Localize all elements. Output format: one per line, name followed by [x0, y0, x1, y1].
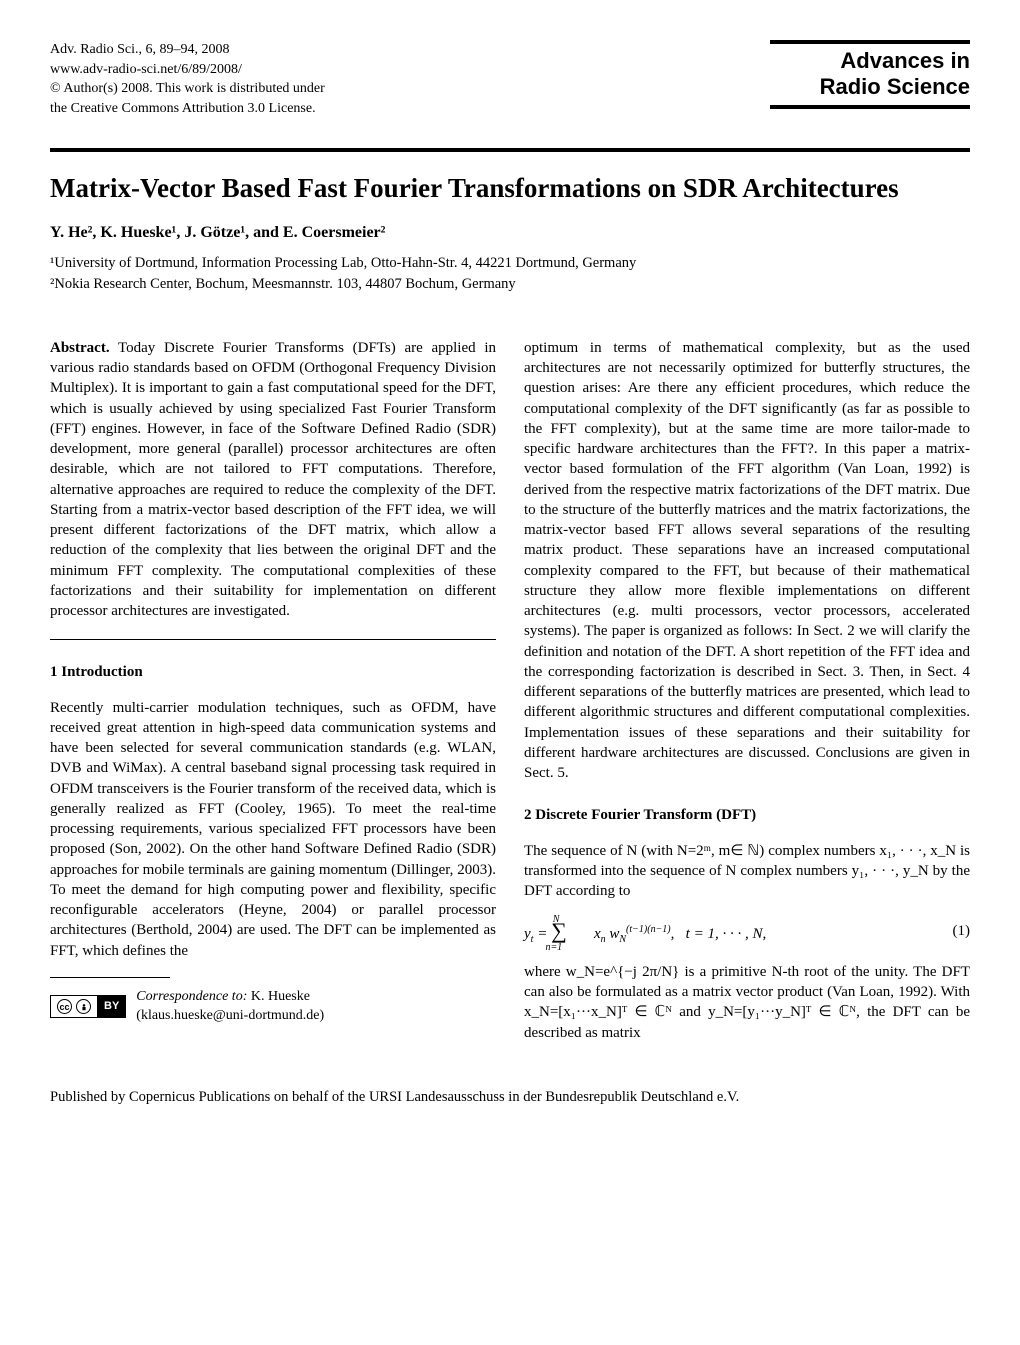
section-2-p1: The sequence of N (with N=2ᵐ, m∈ ℕ) comp… — [524, 841, 970, 902]
header-left: Adv. Radio Sci., 6, 89–94, 2008 www.adv-… — [50, 40, 325, 118]
abstract-text: Today Discrete Fourier Transforms (DFTs)… — [50, 340, 496, 619]
journal-reference: Adv. Radio Sci., 6, 89–94, 2008 — [50, 40, 325, 60]
affiliation-1: ¹University of Dortmund, Information Pro… — [50, 254, 970, 274]
masthead-line2: Radio Science — [770, 74, 970, 100]
masthead-line1: Advances in — [770, 48, 970, 74]
footnote-rule — [50, 977, 170, 978]
cc-license-badge: cc BY — [50, 995, 126, 1018]
left-column: Abstract. Today Discrete Fourier Transfo… — [50, 323, 496, 1058]
correspondence-label: Correspondence to: — [136, 989, 247, 1004]
cc-badge-left: cc — [51, 996, 98, 1017]
equation-1-number: (1) — [953, 921, 971, 941]
by-person-icon — [76, 999, 91, 1014]
page-footer: Published by Copernicus Publications on … — [50, 1088, 970, 1108]
abstract-separator — [50, 639, 496, 640]
journal-url: www.adv-radio-sci.net/6/89/2008/ — [50, 60, 325, 80]
header-right: Advances in Radio Science — [770, 40, 970, 109]
correspondence-email: (klaus.hueske@uni-dortmund.de) — [136, 1008, 324, 1023]
title-rule — [50, 148, 970, 152]
two-column-body: Abstract. Today Discrete Fourier Transfo… — [50, 323, 970, 1058]
abstract-label: Abstract. — [50, 340, 110, 356]
section-1-heading: 1 Introduction — [50, 662, 496, 682]
right-column: optimum in terms of mathematical complex… — [524, 323, 970, 1058]
masthead-rule-top — [770, 40, 970, 44]
section-2-p2: where w_N=e^{−j 2π/N} is a primitive N-t… — [524, 962, 970, 1043]
copyright-line: © Author(s) 2008. This work is distribut… — [50, 79, 325, 99]
section-1-body-left: Recently multi-carrier modulation techni… — [50, 698, 496, 961]
license-line: the Creative Commons Attribution 3.0 Lic… — [50, 99, 325, 119]
abstract-paragraph: Abstract. Today Discrete Fourier Transfo… — [50, 338, 496, 622]
cc-badge-right: BY — [98, 996, 125, 1017]
section-1-body-right: optimum in terms of mathematical complex… — [524, 338, 970, 784]
equation-1-row: yt = ∑Nn=1 xn wN(t−1)(n−1), t = 1, · · ·… — [524, 916, 970, 947]
correspondence-name: K. Hueske — [251, 989, 310, 1004]
masthead-rule-bottom — [770, 105, 970, 109]
affiliation-2: ²Nokia Research Center, Bochum, Meesmann… — [50, 275, 970, 295]
author-list: Y. He², K. Hueske¹, J. Götze¹, and E. Co… — [50, 222, 970, 244]
equation-1: yt = ∑Nn=1 xn wN(t−1)(n−1), t = 1, · · ·… — [524, 916, 766, 947]
correspondence-text: Correspondence to: K. Hueske (klaus.hues… — [136, 988, 324, 1026]
cc-icon: cc — [57, 999, 72, 1014]
running-header: Adv. Radio Sci., 6, 89–94, 2008 www.adv-… — [50, 40, 970, 118]
correspondence-block: cc BY Correspondence to: K. Hueske (klau… — [50, 988, 496, 1026]
section-2-heading: 2 Discrete Fourier Transform (DFT) — [524, 805, 970, 825]
paper-title: Matrix-Vector Based Fast Fourier Transfo… — [50, 172, 970, 206]
